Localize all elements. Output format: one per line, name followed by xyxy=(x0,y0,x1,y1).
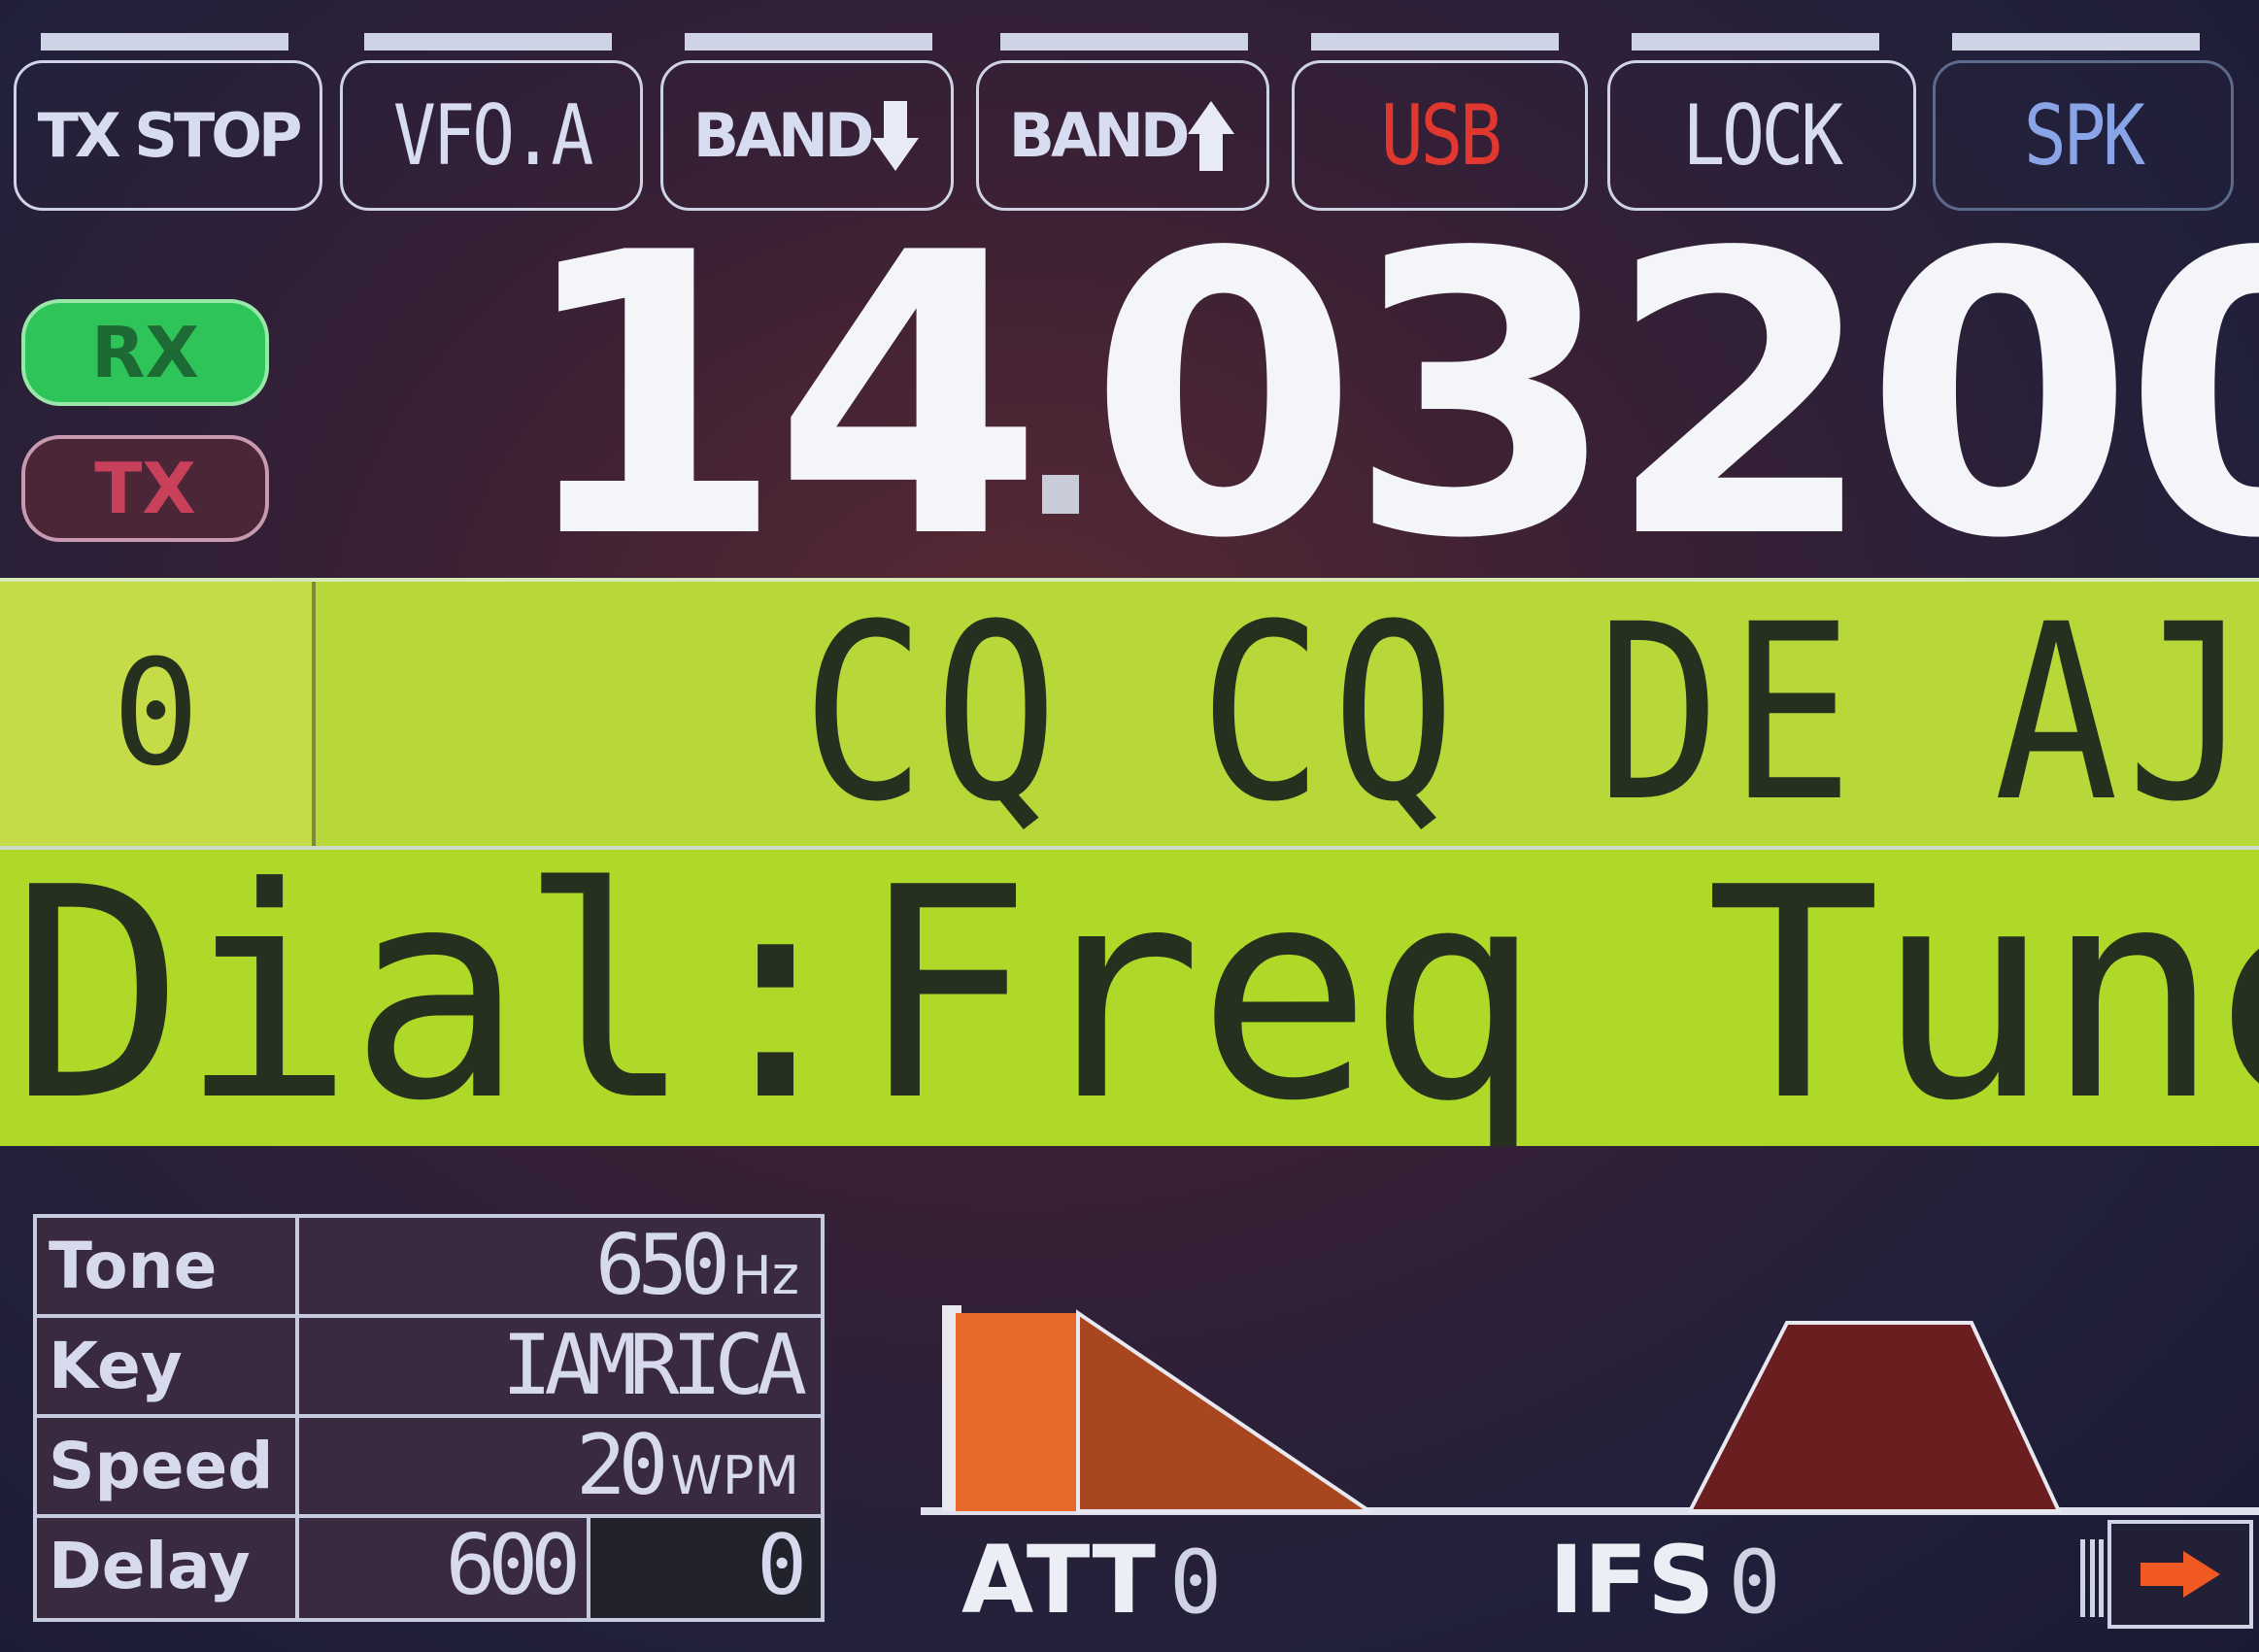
tone-row[interactable]: Tone 650 Hz xyxy=(37,1218,821,1318)
speaker-label: SPK xyxy=(2024,86,2145,185)
cw-settings-table: Tone 650 Hz Key IAMRICA Speed 20 WPM Delay… xyxy=(33,1214,825,1622)
tx-stop-button[interactable]: TX STOP xyxy=(14,60,322,211)
decimal-point xyxy=(1041,475,1079,514)
ifs-indicator[interactable]: IFS 0 xyxy=(1549,1527,1781,1634)
vfo-label: VFO.A xyxy=(392,86,592,185)
att-label: ATT xyxy=(961,1526,1157,1635)
tone-label: Tone xyxy=(37,1218,299,1314)
tx-stop-label: TX STOP xyxy=(37,100,303,171)
led-bar xyxy=(685,33,932,51)
delay-label: Delay xyxy=(37,1518,299,1618)
band-up-label: BAND xyxy=(1008,100,1191,171)
key-label: Key xyxy=(37,1318,299,1414)
arrow-down-icon xyxy=(872,100,920,171)
tx-indicator: TX xyxy=(21,435,269,542)
rx-indicator: RX xyxy=(21,299,269,406)
dial-function-label: Dial:Freq Tune xyxy=(0,850,2259,1146)
page-indicator xyxy=(2080,1539,2104,1617)
delay-value: 600 xyxy=(299,1518,590,1618)
tone-value: 650 xyxy=(594,1217,730,1314)
led-bar xyxy=(1632,33,1879,51)
delay-value-2: 0 xyxy=(590,1518,821,1618)
mode-label: USB xyxy=(1380,86,1502,185)
lock-button[interactable]: LOCK xyxy=(1607,60,1916,211)
arrow-right-icon xyxy=(2141,1551,2220,1598)
led-bar xyxy=(364,33,612,51)
rx-label: RX xyxy=(91,312,199,393)
mode-button[interactable]: USB xyxy=(1292,60,1588,211)
led-bar xyxy=(41,33,288,51)
decoder-wpm-value: 0 xyxy=(112,629,200,798)
vfo-button[interactable]: VFO.A xyxy=(340,60,643,211)
ifs-value: 0 xyxy=(1728,1532,1781,1634)
led-bar xyxy=(1952,33,2200,51)
decoder-text: CQ CQ DE AJ xyxy=(801,582,2259,846)
ifs-label: IFS xyxy=(1549,1526,1715,1635)
led-bar xyxy=(1311,33,1559,51)
tone-value-cell: 650 Hz xyxy=(299,1218,821,1314)
band-down-button[interactable]: BAND xyxy=(660,60,954,211)
led-bar xyxy=(1000,33,1248,51)
band-up-button[interactable]: BAND xyxy=(976,60,1269,211)
ifs-passband xyxy=(1686,1321,2063,1513)
tx-label: TX xyxy=(94,448,196,529)
speed-value-cell: 20 WPM xyxy=(299,1418,821,1514)
att-indicator[interactable]: ATT 0 xyxy=(961,1527,1222,1634)
lock-label: LOCK xyxy=(1682,86,1844,185)
speaker-button[interactable]: SPK xyxy=(1933,60,2234,211)
decoder-wpm: 0 xyxy=(0,582,316,846)
att-passband xyxy=(956,1313,1078,1511)
speed-value: 20 xyxy=(575,1417,669,1514)
key-value: IAMRICA xyxy=(501,1317,807,1414)
band-down-label: BAND xyxy=(692,100,875,171)
filter-graphic xyxy=(921,1305,2259,1515)
frequency-mhz: 14 xyxy=(515,233,1044,563)
speed-unit: WPM xyxy=(670,1445,799,1506)
next-page-button[interactable] xyxy=(2107,1520,2253,1629)
speed-label: Speed xyxy=(37,1418,299,1514)
arrow-up-icon xyxy=(1188,100,1235,171)
speed-row[interactable]: Speed 20 WPM xyxy=(37,1418,821,1518)
delay-row[interactable]: Delay 600 0 xyxy=(37,1518,821,1618)
att-slope xyxy=(1076,1309,1376,1513)
cw-decoder-panel: 0 CQ CQ DE AJ xyxy=(0,578,2259,850)
att-value: 0 xyxy=(1169,1532,1223,1634)
tone-unit: Hz xyxy=(732,1245,799,1306)
key-row[interactable]: Key IAMRICA xyxy=(37,1318,821,1418)
